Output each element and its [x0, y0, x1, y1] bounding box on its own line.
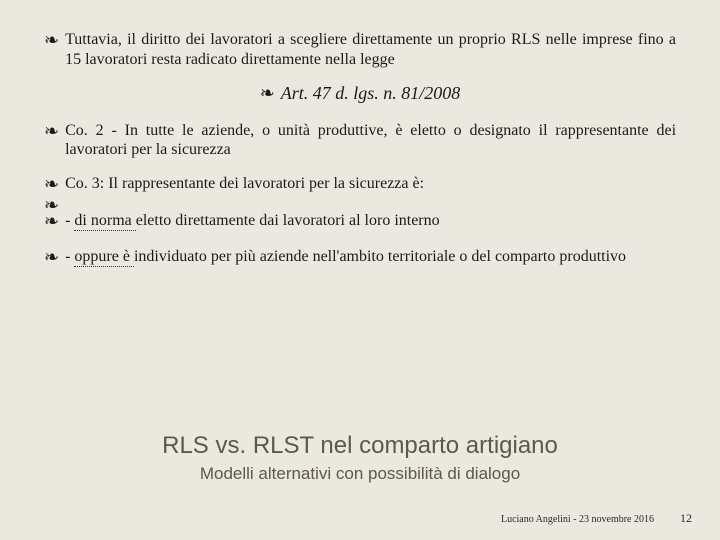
bullet-1: ❧ Tuttavia, il diritto dei lavoratori a …	[44, 30, 676, 69]
bullet-icon: ❧	[44, 247, 59, 269]
slide-title: RLS vs. RLST nel comparto artigiano	[0, 432, 720, 460]
underlined-text: di norma	[74, 212, 135, 231]
footer-author: Luciano Angelini - 23 novembre 2016	[501, 514, 654, 525]
bullet-icon: ❧	[44, 121, 59, 143]
bullet-icon: ❧	[260, 83, 275, 105]
bullet-3: ❧ Co. 3: Il rappresentante dei lavorator…	[44, 174, 676, 196]
bullet-4-text: - di norma eletto direttamente dai lavor…	[65, 211, 676, 231]
art-line: ❧ Art. 47 d. lgs. n. 81/2008	[44, 83, 676, 105]
bullet-empty: ❧	[44, 195, 676, 211]
bullet-icon: ❧	[44, 211, 59, 233]
bullet-2-text: Co. 2 - In tutte le aziende, o unità pro…	[65, 121, 676, 160]
slide: ❧ Tuttavia, il diritto dei lavoratori a …	[0, 0, 720, 540]
bullet-5: ❧ - oppure è individuato per più aziende…	[44, 247, 676, 269]
bullet-1-text: Tuttavia, il diritto dei lavoratori a sc…	[65, 30, 676, 69]
bullet-3-text: Co. 3: Il rappresentante dei lavoratori …	[65, 174, 676, 194]
underlined-text: oppure è	[74, 248, 134, 267]
footer-page: 12	[680, 511, 692, 526]
bullet-2: ❧ Co. 2 - In tutte le aziende, o unità p…	[44, 121, 676, 160]
title-block: RLS vs. RLST nel comparto artigiano Mode…	[0, 432, 720, 484]
art-text: Art. 47 d. lgs. n. 81/2008	[281, 83, 461, 104]
bullet-icon: ❧	[44, 174, 59, 196]
bullet-icon: ❧	[44, 30, 59, 52]
footer: Luciano Angelini - 23 novembre 2016 12	[501, 511, 692, 526]
slide-subtitle: Modelli alternativi con possibilità di d…	[0, 464, 720, 484]
bullet-4: ❧ - di norma eletto direttamente dai lav…	[44, 211, 676, 233]
bullet-5-text: - oppure è individuato per più aziende n…	[65, 247, 676, 267]
